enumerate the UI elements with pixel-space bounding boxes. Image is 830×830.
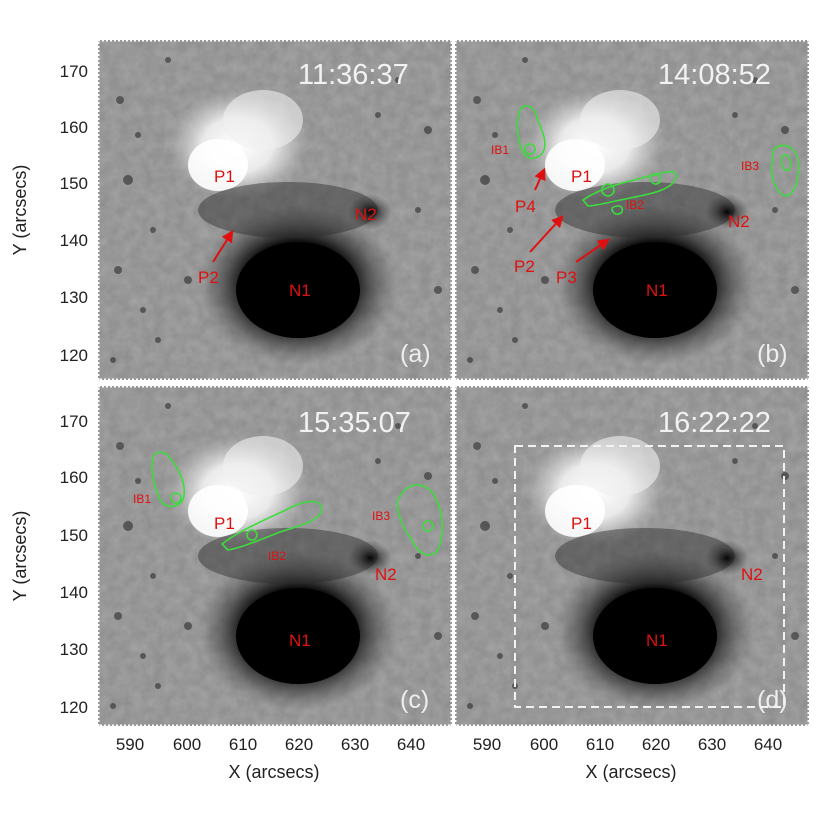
panel-b-ib1: IB1 — [491, 143, 509, 157]
y-tick: 170 — [60, 62, 88, 81]
panel-a-p2-arrow — [212, 229, 234, 263]
x-axis-right: 590 600 610 620 630 640 — [473, 735, 782, 754]
x-axis-label-left: X (arcsecs) — [228, 762, 319, 782]
y-tick: 120 — [60, 698, 88, 717]
panel-c-ib3: IB3 — [372, 509, 390, 523]
y-axis-label-bottom: Y (arcsecs) — [10, 511, 30, 602]
panel-c-label: (c) — [400, 686, 429, 714]
x-tick: 590 — [473, 735, 501, 754]
y-tick: 140 — [60, 583, 88, 602]
x-tick: 640 — [397, 735, 425, 754]
x-tick: 600 — [173, 735, 201, 754]
panel-c-p1: P1 — [214, 514, 235, 533]
x-tick: 600 — [530, 735, 558, 754]
panel-a-n1: N1 — [289, 281, 311, 300]
y-tick: 120 — [60, 346, 88, 365]
panel-b-label: (b) — [757, 340, 788, 368]
panel-b-p1: P1 — [571, 167, 592, 186]
panel-d-label: (d) — [757, 686, 788, 714]
panel-b-time: 14:08:52 — [658, 59, 771, 91]
x-axis-label-right: X (arcsecs) — [585, 762, 676, 782]
x-tick: 630 — [341, 735, 369, 754]
panel-d-selection-box — [514, 445, 785, 708]
y-tick: 160 — [60, 468, 88, 487]
y-tick: 130 — [60, 640, 88, 659]
x-tick: 610 — [586, 735, 614, 754]
y-tick: 150 — [60, 526, 88, 545]
y-axis-label-top: Y (arcsecs) — [10, 165, 30, 256]
panel-b-p4-arrow — [534, 167, 546, 191]
panel-a-time: 11:36:37 — [298, 59, 409, 91]
y-tick: 140 — [60, 231, 88, 250]
x-tick: 630 — [698, 735, 726, 754]
x-tick: 620 — [642, 735, 670, 754]
x-axis-left: 590 600 610 620 630 640 — [116, 735, 425, 754]
y-axis-bottom: 170 160 150 140 130 120 — [60, 412, 88, 717]
panel-d-n2: N2 — [741, 565, 763, 584]
panel-a — [96, 38, 454, 382]
x-tick: 640 — [754, 735, 782, 754]
panel-b-p2-arrow — [529, 215, 564, 253]
panel-d-n1: N1 — [646, 631, 668, 650]
y-axis-top: 170 160 150 140 130 120 — [60, 62, 88, 365]
panel-d-p1: P1 — [571, 514, 592, 533]
panel-a-p2: P2 — [198, 268, 219, 287]
panel-b-p2: P2 — [514, 257, 535, 276]
panel-b-ib3: IB3 — [741, 159, 759, 173]
panel-b-ib2: IB2 — [626, 198, 644, 212]
panel-c — [96, 384, 454, 728]
panel-c-time: 15:35:07 — [298, 407, 411, 439]
panel-d-time: 16:22:22 — [658, 407, 771, 439]
panel-c-n2: N2 — [375, 565, 397, 584]
panel-b-contours — [516, 105, 800, 215]
panel-b-n1: N1 — [646, 281, 668, 300]
panel-d — [453, 384, 811, 728]
y-tick: 150 — [60, 174, 88, 193]
panel-c-n1: N1 — [289, 631, 311, 650]
panel-a-n2: N2 — [355, 205, 377, 224]
panel-a-p1: P1 — [214, 167, 235, 186]
panel-b-n2: N2 — [728, 212, 750, 231]
panel-b — [453, 38, 811, 382]
x-tick: 590 — [116, 735, 144, 754]
x-tick: 610 — [229, 735, 257, 754]
x-tick: 620 — [285, 735, 313, 754]
panel-b-p4: P4 — [515, 197, 536, 216]
panel-b-p3: P3 — [556, 268, 577, 287]
panel-a-label: (a) — [400, 340, 431, 368]
y-tick: 130 — [60, 288, 88, 307]
y-tick: 170 — [60, 412, 88, 431]
y-tick: 160 — [60, 118, 88, 137]
panel-c-ib2: IB2 — [268, 549, 286, 563]
panel-b-p3-arrow — [575, 238, 610, 263]
panel-c-contours — [151, 451, 444, 556]
panel-c-ib1: IB1 — [133, 492, 151, 506]
